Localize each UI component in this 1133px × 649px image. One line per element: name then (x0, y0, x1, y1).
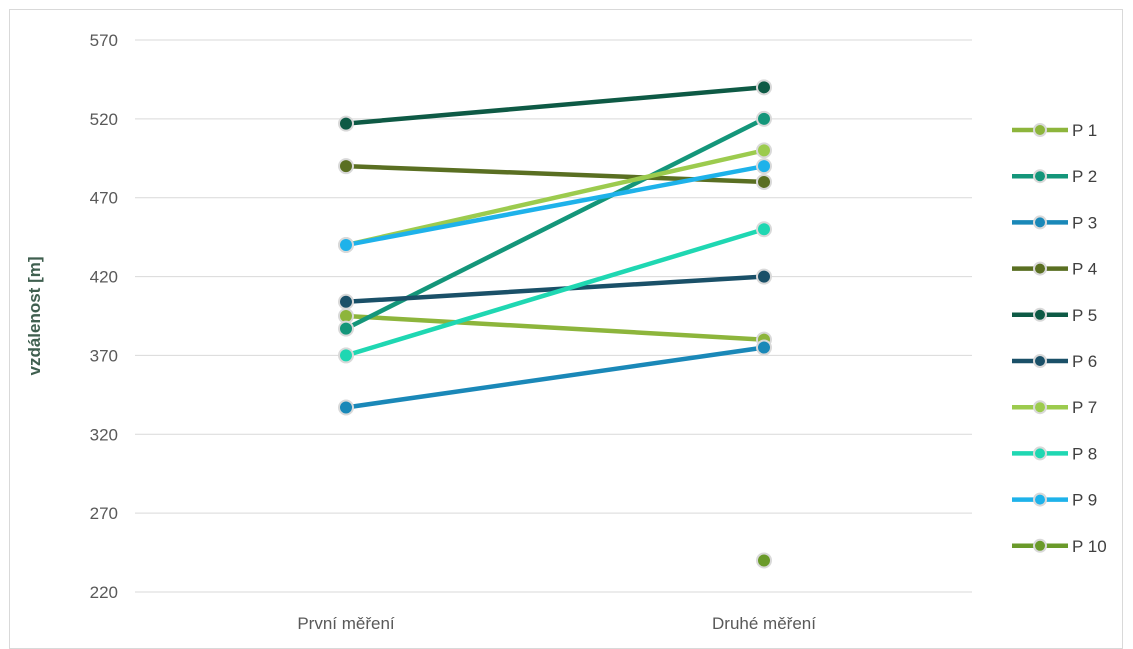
series-3 (339, 341, 771, 415)
legend-item: P 1 (1012, 121, 1097, 140)
legend-marker (1034, 494, 1046, 506)
y-tick-label: 520 (90, 110, 118, 129)
x-tick-label: První měření (297, 614, 395, 633)
legend-marker (1034, 216, 1046, 228)
x-tick-label: Druhé měření (712, 614, 816, 633)
y-axis-title: vzdálenost [m] (25, 256, 44, 375)
data-point (339, 322, 353, 336)
legend-item: P 3 (1012, 213, 1097, 232)
series-line (346, 87, 764, 123)
y-tick-label: 420 (90, 268, 118, 287)
data-point (757, 270, 771, 284)
data-point (757, 222, 771, 236)
data-point (339, 238, 353, 252)
legend-label: P 6 (1072, 352, 1097, 371)
legend: P 1 P 2 P 3 P 4 P 5 P 6 P 7 P 8 P 9 P 10 (1012, 121, 1107, 556)
legend-label: P 4 (1072, 260, 1097, 279)
legend-item: P 4 (1012, 260, 1097, 279)
y-tick-label: 220 (90, 583, 118, 602)
legend-label: P 9 (1072, 491, 1097, 510)
series-1 (339, 309, 771, 347)
data-point (757, 143, 771, 157)
data-point (757, 175, 771, 189)
legend-item: P 8 (1012, 444, 1097, 463)
legend-label: P 2 (1072, 167, 1097, 186)
data-point (757, 341, 771, 355)
data-point (339, 117, 353, 131)
series (339, 80, 771, 567)
legend-label: P 8 (1072, 444, 1097, 463)
data-point (339, 159, 353, 173)
series-5 (339, 80, 771, 130)
data-point (757, 112, 771, 126)
series-6 (339, 270, 771, 309)
legend-item: P 6 (1012, 352, 1097, 371)
x-axis-ticks: První měření Druhé měření (297, 614, 816, 633)
series-line (346, 348, 764, 408)
legend-item: P 5 (1012, 306, 1097, 325)
data-point (757, 80, 771, 94)
y-tick-label: 270 (90, 504, 118, 523)
series-line (346, 277, 764, 302)
legend-marker (1034, 263, 1046, 275)
series-line (346, 166, 764, 245)
y-tick-label: 470 (90, 189, 118, 208)
legend-marker (1034, 124, 1046, 136)
y-axis-ticks: 220 270 320 370 420 470 520 570 (90, 31, 118, 602)
legend-marker (1034, 401, 1046, 413)
gridlines (135, 40, 972, 592)
legend-item: P 10 (1012, 537, 1107, 556)
legend-item: P 9 (1012, 491, 1097, 510)
series-8 (339, 222, 771, 362)
legend-label: P 5 (1072, 306, 1097, 325)
data-point (757, 159, 771, 173)
legend-item: P 2 (1012, 167, 1097, 186)
series-2 (339, 112, 771, 336)
series-10 (757, 553, 771, 567)
y-tick-label: 370 (90, 346, 118, 365)
y-tick-label: 570 (90, 31, 118, 50)
legend-marker (1034, 355, 1046, 367)
legend-label: P 1 (1072, 121, 1097, 140)
legend-marker (1034, 540, 1046, 552)
data-point (339, 295, 353, 309)
data-point (339, 348, 353, 362)
legend-item: P 7 (1012, 398, 1097, 417)
legend-label: P 10 (1072, 537, 1107, 556)
legend-label: P 3 (1072, 213, 1097, 232)
y-tick-label: 320 (90, 425, 118, 444)
data-point (339, 400, 353, 414)
legend-marker (1034, 309, 1046, 321)
legend-marker (1034, 447, 1046, 459)
legend-label: P 7 (1072, 398, 1097, 417)
data-point (757, 553, 771, 567)
legend-marker (1034, 170, 1046, 182)
